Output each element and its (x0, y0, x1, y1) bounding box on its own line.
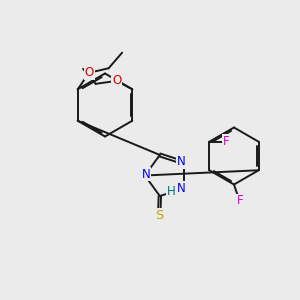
Text: F: F (223, 135, 229, 148)
Text: N: N (177, 155, 186, 168)
Text: H: H (167, 185, 176, 198)
Text: S: S (155, 209, 164, 222)
Text: N: N (177, 182, 186, 195)
Text: F: F (237, 194, 243, 208)
Text: O: O (85, 66, 94, 79)
Text: O: O (112, 74, 121, 87)
Text: N: N (141, 167, 150, 181)
